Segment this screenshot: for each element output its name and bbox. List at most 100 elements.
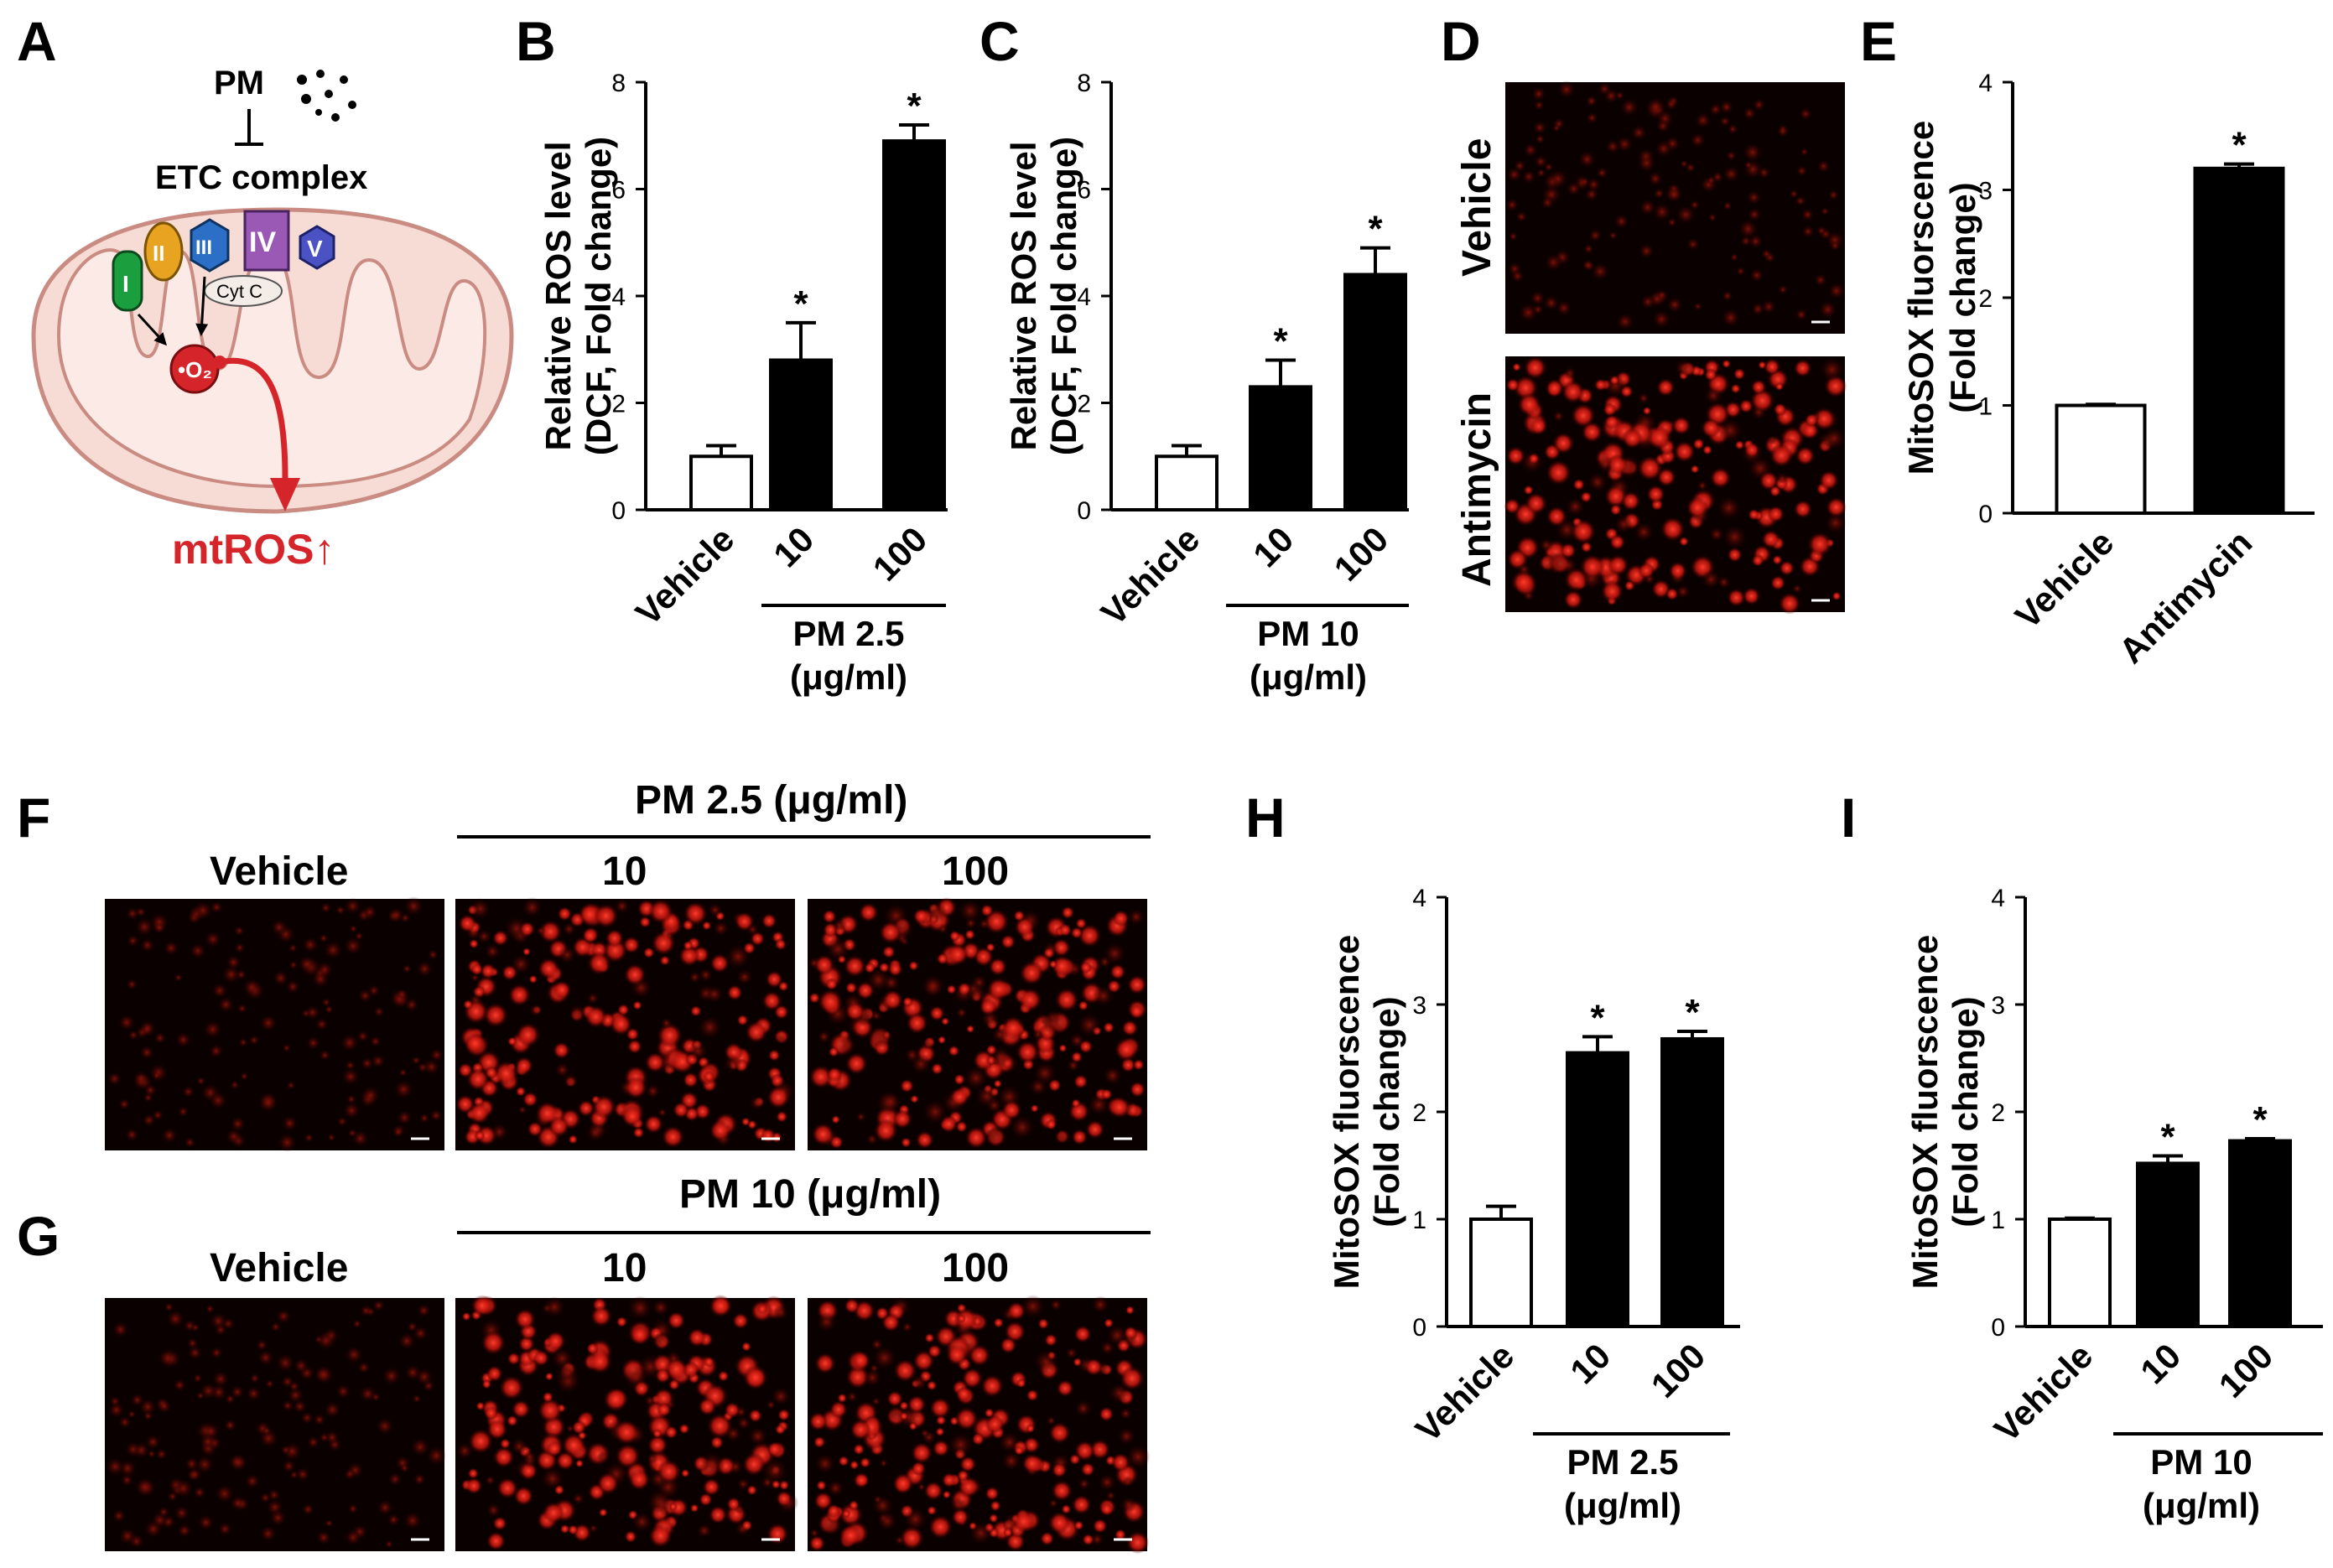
cell-spot xyxy=(125,906,140,921)
cell-spot xyxy=(886,1390,903,1408)
cell-spot xyxy=(1109,963,1126,980)
cell-spot xyxy=(1078,924,1102,948)
cell-spot xyxy=(656,1402,672,1418)
cell-spot xyxy=(1556,300,1572,316)
cell-spot xyxy=(870,1338,884,1351)
cell-spot xyxy=(1092,985,1115,1007)
cell-spot xyxy=(1583,243,1594,254)
cell-spot xyxy=(1818,470,1839,491)
cell-spot xyxy=(325,1430,340,1446)
cell-spot xyxy=(946,984,957,994)
cell-spot xyxy=(458,914,477,933)
complex-ii: II xyxy=(143,221,184,282)
cell-spot xyxy=(1818,300,1837,319)
category-label-b-1: 10 xyxy=(766,519,821,574)
cell-spot xyxy=(193,1486,206,1499)
cell-spot xyxy=(1546,506,1567,527)
label-d-vehicle: Vehicle xyxy=(1455,138,1499,277)
cell-spot xyxy=(968,1344,990,1367)
y-tick-label-c: 2 xyxy=(1077,391,1091,418)
cell-spot xyxy=(989,1513,999,1524)
cell-spot xyxy=(563,1073,579,1089)
cell-spot xyxy=(664,1425,678,1440)
cell-spot xyxy=(1721,308,1740,327)
cell-spot xyxy=(1772,554,1783,565)
cell-spot xyxy=(1528,453,1540,465)
cell-spot xyxy=(771,1387,791,1406)
cell-spot xyxy=(1719,100,1734,115)
cell-spot xyxy=(1012,1510,1036,1534)
cell-spot xyxy=(1619,97,1639,117)
cell-spot xyxy=(411,1055,421,1066)
cell-spot xyxy=(1588,228,1603,242)
cell-spot xyxy=(910,1053,932,1075)
cell-spot xyxy=(1727,123,1738,135)
cell-spot xyxy=(1585,95,1598,107)
cell-spot xyxy=(853,1472,870,1488)
cell-spot xyxy=(1671,416,1691,435)
cell-spot xyxy=(617,1004,630,1016)
cell-spot xyxy=(262,1425,272,1436)
cell-spot xyxy=(688,1041,709,1062)
bar-b-1 xyxy=(769,358,833,511)
cell-spot xyxy=(887,962,903,977)
cell-spot xyxy=(851,1351,870,1370)
cell-spot xyxy=(910,1094,919,1104)
cell-spot xyxy=(1717,418,1743,444)
cell-spot xyxy=(652,1332,668,1347)
cell-spot xyxy=(323,940,343,960)
cell-spot xyxy=(118,1527,137,1545)
cell-spot xyxy=(586,1124,605,1142)
cell-spot xyxy=(903,1507,927,1531)
cell-spot xyxy=(946,1344,968,1366)
cell-spot xyxy=(588,1349,612,1374)
cell-spot xyxy=(922,1038,934,1051)
cell-spot xyxy=(736,1477,750,1491)
cell-spot xyxy=(393,1127,403,1137)
cell-spot xyxy=(1552,117,1566,131)
group-label-i: PM 10 xyxy=(2150,1442,2252,1482)
cell-spot xyxy=(1820,357,1844,382)
cell-spot xyxy=(1604,414,1620,430)
panel-letter-g: G xyxy=(17,1205,60,1267)
category-label-i-2: 100 xyxy=(2211,1336,2281,1405)
cell-spot xyxy=(879,1458,888,1468)
cell-spot xyxy=(932,1439,950,1457)
cell-spot xyxy=(1642,406,1652,416)
cell-spot xyxy=(594,903,619,928)
cell-spot xyxy=(957,1314,966,1323)
cell-spot xyxy=(151,1511,169,1529)
cell-spot xyxy=(153,1031,167,1045)
cell-spot xyxy=(117,1014,136,1031)
cell-spot xyxy=(985,1126,1003,1145)
cell-spot xyxy=(464,1032,486,1055)
cell-spot xyxy=(709,1436,724,1450)
cell-spot xyxy=(342,1101,361,1119)
cell-spot xyxy=(942,1490,951,1499)
chart-c: 0 2 4 6 8 Relative ROS level (DCF, Fold change… xyxy=(1004,70,1409,697)
category-label-c-1: 10 xyxy=(1245,519,1301,574)
cell-spot xyxy=(808,992,821,1004)
cell-spot xyxy=(357,1361,371,1374)
cell-spot xyxy=(1748,508,1760,521)
cell-spot xyxy=(766,1086,790,1109)
cell-spot xyxy=(1793,359,1812,377)
cell-spot xyxy=(1544,551,1567,574)
cell-spot xyxy=(732,1312,749,1330)
cell-spot xyxy=(197,1513,215,1531)
cell-spot xyxy=(387,906,405,924)
cell-spot xyxy=(1751,553,1764,567)
cell-spot xyxy=(1082,1534,1094,1546)
cell-spot xyxy=(1793,500,1812,519)
significance-star-h-1: * xyxy=(1590,997,1605,1038)
panel-letter-d: D xyxy=(1441,10,1481,72)
cell-spot xyxy=(282,1459,296,1473)
cell-spot xyxy=(1722,525,1747,549)
cell-spot xyxy=(993,1079,1002,1088)
cell-spot xyxy=(874,1119,898,1143)
cell-spot xyxy=(1743,106,1757,121)
cell-spot xyxy=(1730,383,1741,394)
cell-spot xyxy=(816,1311,837,1332)
cell-spot xyxy=(1646,485,1665,504)
electron-arrow-1 xyxy=(137,313,168,346)
